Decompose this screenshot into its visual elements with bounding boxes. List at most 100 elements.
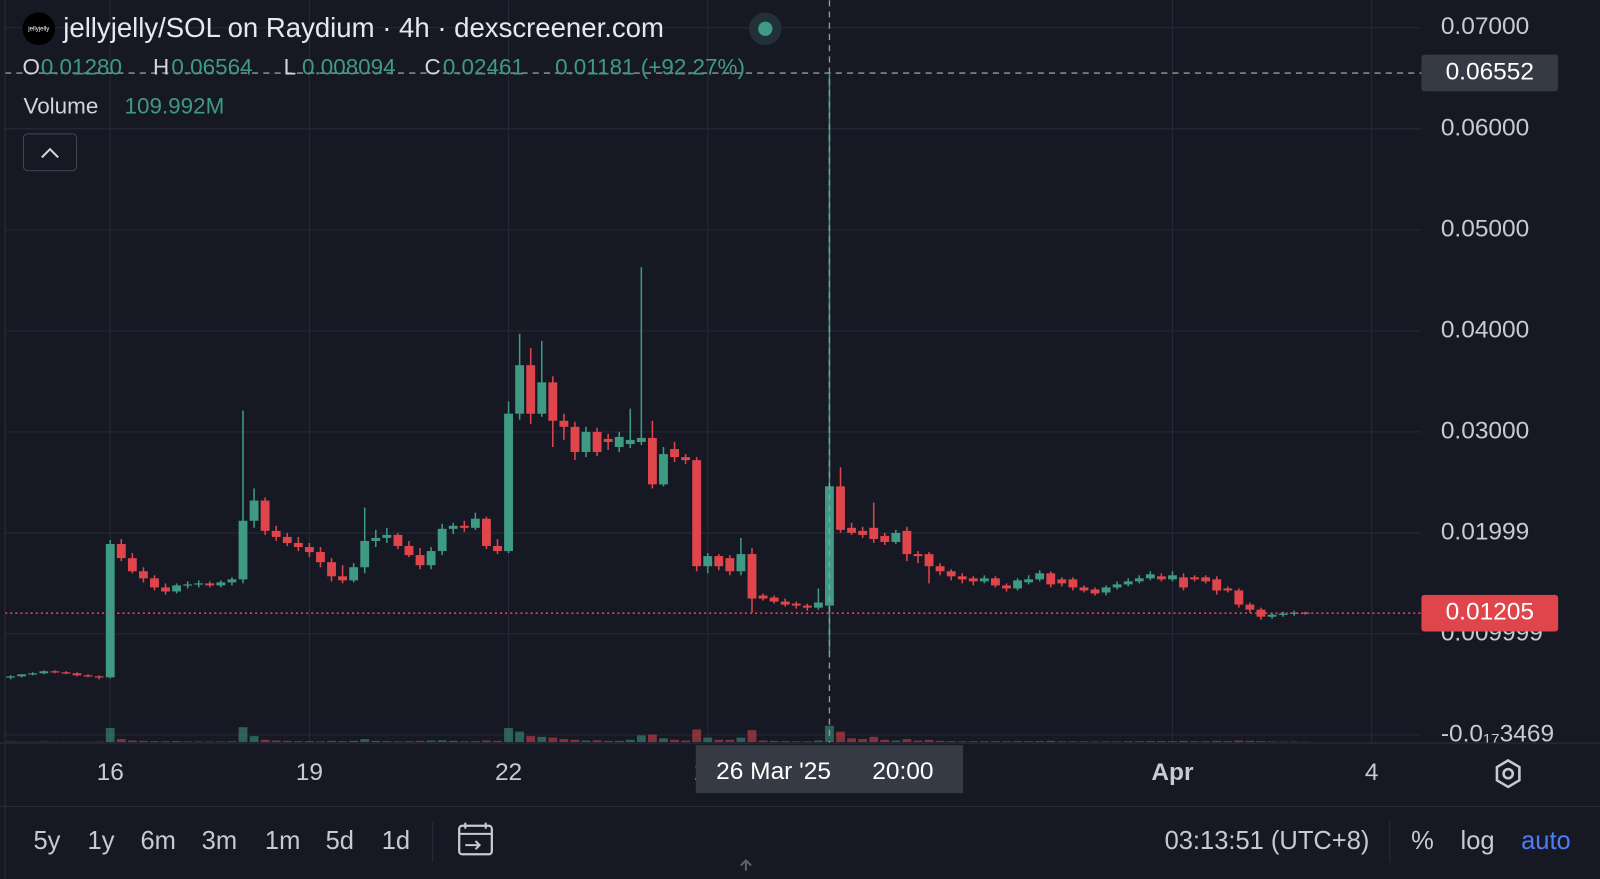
status-dot bbox=[758, 21, 773, 36]
volume-bar bbox=[282, 740, 292, 743]
crosshair-date-box bbox=[695, 745, 964, 794]
volume-bar bbox=[957, 741, 967, 743]
volume-bar bbox=[935, 740, 945, 743]
y-tick-label: 0.05000 bbox=[1441, 215, 1529, 242]
candle-body bbox=[935, 566, 945, 572]
scale-option[interactable]: log bbox=[1461, 827, 1495, 855]
candle-body bbox=[183, 584, 193, 586]
candle-body bbox=[1090, 589, 1100, 594]
volume-bar bbox=[946, 741, 956, 743]
candle-body bbox=[603, 438, 613, 442]
volume-bar bbox=[979, 741, 989, 743]
candle-body bbox=[105, 543, 115, 678]
candle-body bbox=[1278, 613, 1288, 615]
collapse-button[interactable] bbox=[22, 133, 78, 172]
candle-body bbox=[338, 576, 348, 581]
volume-bar bbox=[681, 740, 691, 743]
candle-body bbox=[116, 543, 126, 559]
volume-bar bbox=[548, 737, 558, 743]
candle-body bbox=[459, 525, 469, 528]
candle-body bbox=[1057, 579, 1067, 584]
volume-bar bbox=[1179, 740, 1188, 743]
candle-body bbox=[1245, 604, 1255, 610]
settings-icon bbox=[1502, 767, 1515, 780]
volume-bar bbox=[1101, 741, 1111, 743]
candle-body bbox=[625, 439, 635, 444]
candle-body bbox=[249, 500, 259, 521]
candle-body bbox=[1112, 584, 1122, 588]
volume-bar bbox=[150, 741, 159, 743]
volume-bar bbox=[116, 739, 126, 743]
candle-body bbox=[537, 382, 547, 414]
legend-value: 0.02461 bbox=[443, 55, 524, 80]
volume-bar bbox=[1145, 741, 1155, 743]
timeframe-button[interactable]: 5y bbox=[33, 827, 60, 855]
volume-bar bbox=[161, 741, 170, 743]
candle-body bbox=[1179, 577, 1188, 588]
candle-body bbox=[205, 583, 215, 586]
volume-bar bbox=[360, 739, 370, 743]
volume-bar bbox=[493, 740, 502, 743]
candle-body bbox=[404, 546, 414, 556]
timeframe-button[interactable]: 1d bbox=[382, 827, 410, 855]
candle-body bbox=[304, 547, 314, 553]
candle-body bbox=[924, 554, 934, 567]
volume-bar bbox=[670, 739, 679, 743]
timeframe-button[interactable]: 6m bbox=[140, 827, 175, 855]
overlay: 0.07000 0.06000 0.05000 0.04000 0.03000 0.019… bbox=[5, 0, 1559, 794]
logo bbox=[22, 12, 56, 46]
date-range-button[interactable] bbox=[458, 824, 493, 856]
candle-body bbox=[1024, 579, 1034, 583]
candle-body bbox=[260, 500, 270, 531]
candle-body bbox=[703, 556, 713, 567]
volume-bar bbox=[172, 741, 182, 743]
volume-bar bbox=[437, 740, 447, 743]
y-tick-label: 0.03000 bbox=[1441, 417, 1529, 444]
y-tick-label: 0.06000 bbox=[1441, 114, 1529, 141]
volume-bar bbox=[625, 739, 635, 743]
volume-bar bbox=[1190, 741, 1200, 743]
logo-text: jellyjelly bbox=[27, 25, 50, 32]
volume-bar bbox=[537, 736, 547, 743]
volume-bar bbox=[1002, 741, 1011, 743]
scale-option[interactable]: % bbox=[1411, 827, 1434, 855]
candle-body bbox=[238, 520, 248, 580]
candle-body bbox=[1201, 577, 1211, 582]
timeframe-button[interactable]: 1y bbox=[88, 827, 115, 855]
volume-value: 109.992M bbox=[124, 93, 224, 118]
volume-bar bbox=[990, 741, 1000, 743]
collapse-icon bbox=[41, 147, 59, 159]
candle-body bbox=[614, 436, 624, 448]
scale-option[interactable]: auto bbox=[1521, 827, 1571, 855]
volume-bar bbox=[415, 740, 425, 743]
candle-body bbox=[415, 555, 425, 566]
scroll-handle[interactable] bbox=[740, 858, 752, 871]
volume-bar bbox=[183, 741, 193, 743]
candle-body bbox=[692, 460, 702, 567]
volume-bar bbox=[1134, 741, 1144, 743]
volume-bar bbox=[426, 740, 436, 743]
volume-bar bbox=[924, 739, 934, 743]
candle-body bbox=[1101, 587, 1111, 593]
candle-body bbox=[791, 603, 801, 606]
x-tick-label: 16 bbox=[97, 759, 124, 786]
volume-bar bbox=[1057, 741, 1067, 743]
timeframe-button[interactable]: 1m bbox=[265, 827, 300, 855]
volume-bar bbox=[404, 741, 414, 743]
candle-body bbox=[1190, 577, 1200, 580]
volume-bar bbox=[902, 739, 912, 743]
timeframe-button[interactable]: 3m bbox=[202, 827, 237, 855]
candle-body bbox=[349, 567, 359, 581]
candle-body bbox=[127, 558, 137, 572]
timeframe-button[interactable]: 5d bbox=[326, 827, 354, 855]
settings-button[interactable] bbox=[1495, 758, 1521, 789]
volume-bar bbox=[1079, 741, 1089, 743]
candle-body bbox=[913, 554, 923, 557]
crosshair-price-box bbox=[1421, 54, 1559, 92]
volume-bar bbox=[1234, 740, 1244, 743]
volume-bar bbox=[592, 740, 602, 743]
date-range-icon bbox=[459, 822, 492, 850]
